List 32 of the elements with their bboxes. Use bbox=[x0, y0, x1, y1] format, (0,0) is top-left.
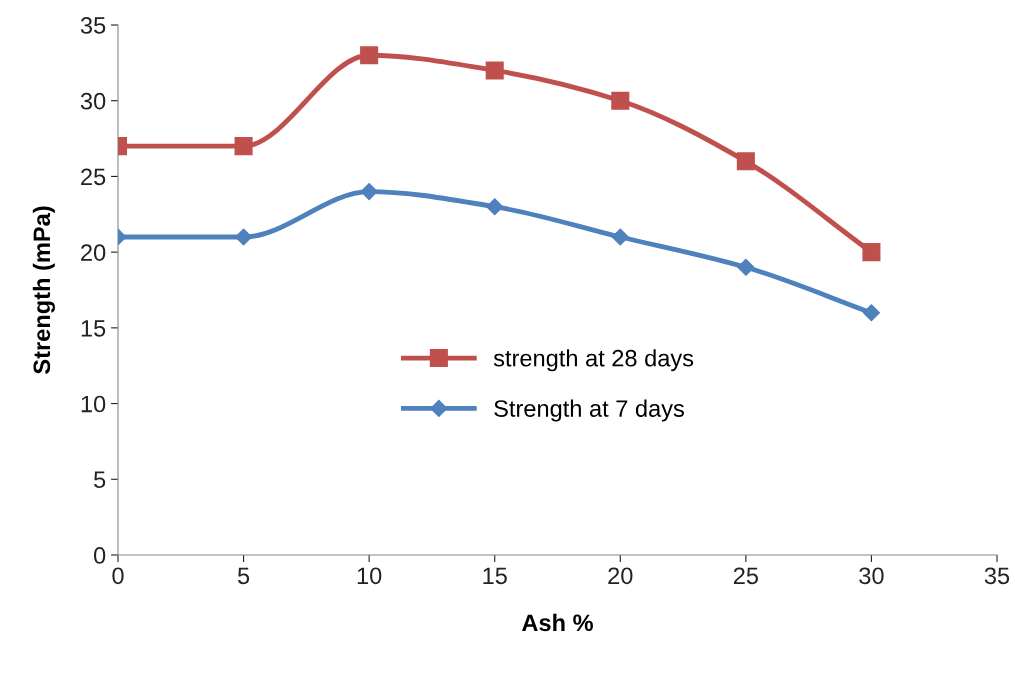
y-tick-label: 0 bbox=[93, 547, 106, 564]
x-axis-title: Ash % bbox=[522, 613, 593, 632]
legend-label: strength at 28 days bbox=[493, 349, 694, 372]
x-tick-label: 15 bbox=[483, 567, 507, 585]
x-tick-label: 0 bbox=[112, 567, 124, 585]
point bbox=[737, 258, 755, 276]
point bbox=[862, 243, 881, 262]
point bbox=[360, 46, 379, 65]
point bbox=[862, 304, 880, 322]
point bbox=[360, 183, 378, 201]
x-tick-label: 30 bbox=[859, 567, 884, 585]
y-tick-label: 15 bbox=[81, 320, 106, 337]
y-tick-label: 25 bbox=[81, 168, 106, 186]
x-tick-label: 5 bbox=[237, 567, 250, 585]
point bbox=[486, 198, 504, 216]
point bbox=[611, 228, 629, 246]
x-tick-label: 10 bbox=[357, 567, 382, 585]
x-tick-label: 35 bbox=[984, 567, 1010, 585]
y-axis-title: Strength (mPa) bbox=[32, 206, 55, 374]
y-tick-label: 10 bbox=[81, 395, 106, 413]
point bbox=[485, 61, 504, 80]
legend-label: Strength at 7 days bbox=[494, 399, 684, 422]
x-tick-label: 20 bbox=[608, 567, 633, 585]
point bbox=[611, 91, 630, 110]
point bbox=[235, 228, 253, 246]
y-tick-label: 35 bbox=[80, 17, 106, 34]
y-tick-label: 20 bbox=[81, 244, 106, 261]
x-tick-label: 25 bbox=[733, 567, 758, 585]
point bbox=[736, 152, 755, 171]
point bbox=[234, 137, 253, 156]
y-tick-label: 5 bbox=[94, 471, 106, 489]
y-tick-label: 30 bbox=[80, 92, 106, 110]
